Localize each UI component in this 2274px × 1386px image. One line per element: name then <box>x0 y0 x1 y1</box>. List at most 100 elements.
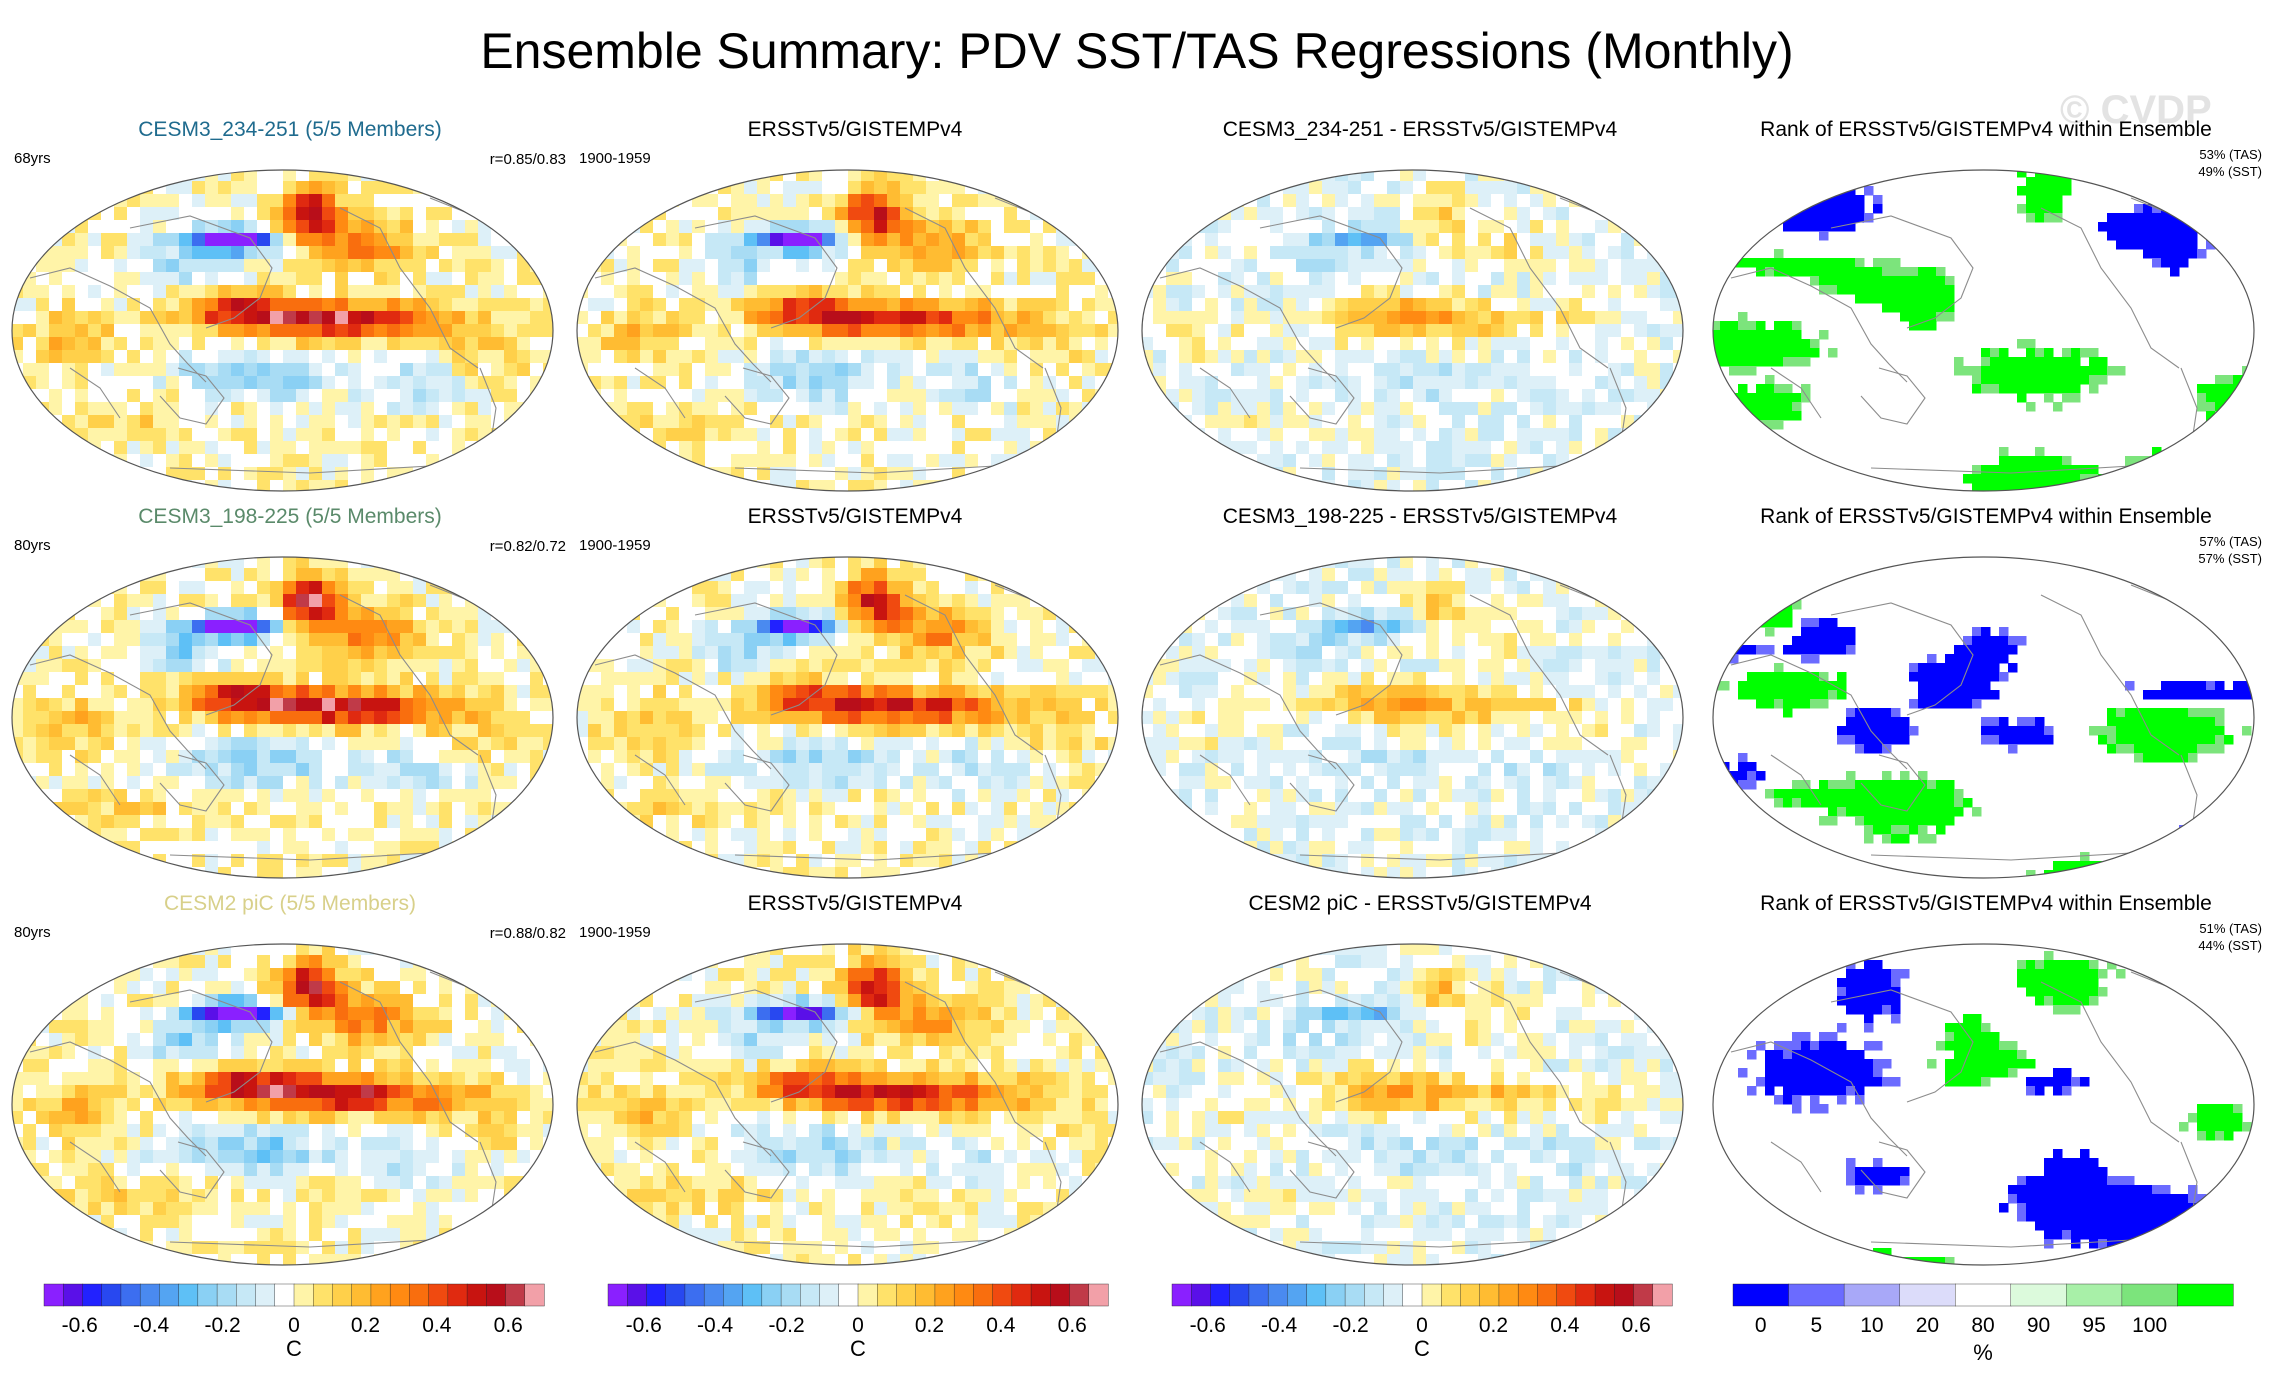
colorbar-swatch <box>1575 1283 1596 1307</box>
rank-title: Rank of ERSSTv5/GISTEMPv4 within Ensembl… <box>1760 505 2212 528</box>
rank-colorbar-swatch <box>1899 1283 1956 1307</box>
colorbar-tick-label: 0 <box>1416 1314 1428 1337</box>
coastlines <box>1159 971 1671 1248</box>
colorbar-swatch <box>1267 1283 1288 1307</box>
colorbar-swatch <box>646 1283 667 1307</box>
colorbar-tick-label: -0.2 <box>768 1314 804 1337</box>
colorbar-swatch <box>486 1283 507 1307</box>
colorbar-tick-label: -0.6 <box>62 1314 98 1337</box>
colorbar-swatch <box>63 1283 84 1307</box>
rank-map <box>1712 169 2255 492</box>
regression-colorbar: -0.6 -0.4 -0.2 0 0.2 0.4 0.6 C <box>607 1283 1109 1361</box>
colorbar-swatch <box>1069 1283 1090 1307</box>
colorbar-swatch <box>1537 1283 1558 1307</box>
colorbar-swatch <box>953 1283 974 1307</box>
colorbar-swatch <box>1441 1283 1462 1307</box>
colorbar-swatch <box>101 1283 122 1307</box>
rank-panel: Rank of ERSSTv5/GISTEMPv4 within Ensembl… <box>1706 118 2266 492</box>
rank-colorbar-swatch <box>2177 1283 2234 1307</box>
rank-colorbar-swatch <box>1843 1283 1901 1307</box>
colorbar-swatch <box>1030 1283 1051 1307</box>
colorbar-swatch <box>703 1283 724 1307</box>
colorbar-swatch <box>1191 1283 1212 1307</box>
rank-tick-label: 20 <box>1916 1314 1939 1337</box>
rank-colorbar-swatch <box>1955 1283 2012 1307</box>
colorbar-swatch <box>857 1283 878 1307</box>
rank-sst: 44% (SST) <box>2198 938 2262 953</box>
colorbar-swatch <box>877 1283 898 1307</box>
obs-panel: ERSSTv5/GISTEMPv4 1900-1959 <box>575 892 1135 1266</box>
colorbar-swatch <box>607 1283 628 1307</box>
colorbar-swatch <box>466 1283 487 1307</box>
model-panel: CESM2 piC (5/5 Members) 80yrs r=0.88/0.82 <box>10 892 570 1266</box>
model-title: CESM3_198-225 (5/5 Members) <box>138 505 442 528</box>
colorbar-swatch <box>800 1283 821 1307</box>
regression-map <box>576 943 1119 1266</box>
rank-colorbar-swatch <box>1732 1283 1790 1307</box>
colorbar-swatch <box>370 1283 391 1307</box>
colorbar-swatch <box>505 1283 526 1307</box>
rank-colorbar-units: % <box>1973 1340 1993 1365</box>
colorbar-swatch <box>838 1283 859 1307</box>
colorbar-swatch <box>1498 1283 1519 1307</box>
colorbar-tick-label: 0.6 <box>1622 1314 1651 1337</box>
rank-tas: 57% (TAS) <box>2199 534 2262 549</box>
colorbar-swatch <box>819 1283 840 1307</box>
regression-colorbar: -0.6 -0.4 -0.2 0 0.2 0.4 0.6 C <box>1171 1283 1673 1361</box>
rank-tick-label: 95 <box>2082 1314 2105 1337</box>
years-label: 80yrs <box>14 537 51 554</box>
colorbar-swatch <box>684 1283 705 1307</box>
coastlines <box>29 971 541 1248</box>
colorbar-units: C <box>850 1336 866 1361</box>
colorbar-swatch <box>178 1283 199 1307</box>
colorbar-swatch <box>389 1283 410 1307</box>
rank-colorbar-swatch <box>2121 1283 2179 1307</box>
rank-percent: 57% (TAS) 57% (SST) <box>2198 533 2262 567</box>
rank-colorbar: 0 5 10 20 80 90 95 100% <box>1732 1283 2234 1365</box>
colorbar-tick-label: 0.4 <box>986 1314 1016 1337</box>
colorbar-swatch <box>1614 1283 1635 1307</box>
obs-panel: ERSSTv5/GISTEMPv4 1900-1959 <box>575 118 1135 492</box>
rank-tick-label: 5 <box>1810 1314 1822 1337</box>
colorbar-swatch <box>1325 1283 1346 1307</box>
colorbar-swatch <box>1479 1283 1500 1307</box>
colorbar-swatch <box>120 1283 141 1307</box>
colorbar-tick-label: 0.4 <box>1550 1314 1580 1337</box>
colorbar-swatch <box>1306 1283 1327 1307</box>
colorbar-swatch <box>723 1283 744 1307</box>
contour-field <box>577 944 1118 1265</box>
obs-period: 1900-1959 <box>579 150 651 167</box>
colorbar-tick-label: -0.2 <box>1332 1314 1368 1337</box>
rank-sst: 49% (SST) <box>2198 164 2262 179</box>
colorbar-swatch <box>1517 1283 1538 1307</box>
colorbar-swatch <box>332 1283 353 1307</box>
obs-title: ERSSTv5/GISTEMPv4 <box>747 118 963 141</box>
rank-tas: 51% (TAS) <box>2199 921 2262 936</box>
rank-title: Rank of ERSSTv5/GISTEMPv4 within Ensembl… <box>1760 118 2212 141</box>
model-panel: CESM3_234-251 (5/5 Members) 68yrs r=0.85/0… <box>10 118 570 492</box>
pattern-corr: r=0.82/0.72 <box>489 538 566 555</box>
years-label: 80yrs <box>14 924 51 941</box>
colorbar-swatch <box>1011 1283 1032 1307</box>
colorbar-swatch <box>159 1283 180 1307</box>
colorbar-swatch <box>742 1283 763 1307</box>
regression-map <box>1141 169 1684 492</box>
rank-percent: 51% (TAS) 44% (SST) <box>2198 920 2262 954</box>
colorbar-tick-label: 0.2 <box>915 1314 944 1337</box>
colorbar-swatch <box>1402 1283 1423 1307</box>
colorbar-swatch <box>274 1283 295 1307</box>
colorbar-swatch <box>1171 1283 1192 1307</box>
colorbar-swatch <box>973 1283 994 1307</box>
colorbar-swatch <box>1383 1283 1404 1307</box>
colorbar-tick-label: -0.6 <box>1190 1314 1226 1337</box>
rank-tick-label: 0 <box>1755 1314 1767 1337</box>
colorbar-tick-label: 0 <box>288 1314 300 1337</box>
model-title: CESM2 piC (5/5 Members) <box>163 892 417 915</box>
colorbar-units: C <box>286 1336 302 1361</box>
colorbar-tick-label: -0.4 <box>697 1314 734 1337</box>
colorbar-tick-label: 0.6 <box>1058 1314 1087 1337</box>
colorbar-swatch <box>82 1283 103 1307</box>
rank-map <box>1712 943 2255 1266</box>
colorbar-tick-label: 0.4 <box>422 1314 452 1337</box>
colorbar-swatch <box>255 1283 276 1307</box>
